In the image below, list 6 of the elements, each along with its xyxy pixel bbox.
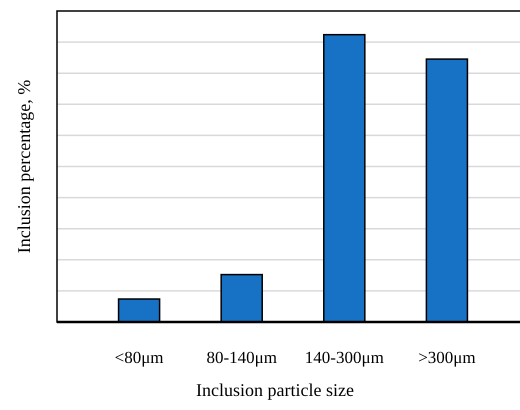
y-axis-title: Inclusion percentage, % [14,80,34,254]
x-tick-label: >300μm [418,348,476,367]
x-tick-label: 80-140μm [206,348,277,367]
x-axis-title: Inclusion particle size [196,380,354,400]
x-tick-label: <80μm [114,348,164,367]
x-tick-label: 140-300μm [304,348,384,367]
